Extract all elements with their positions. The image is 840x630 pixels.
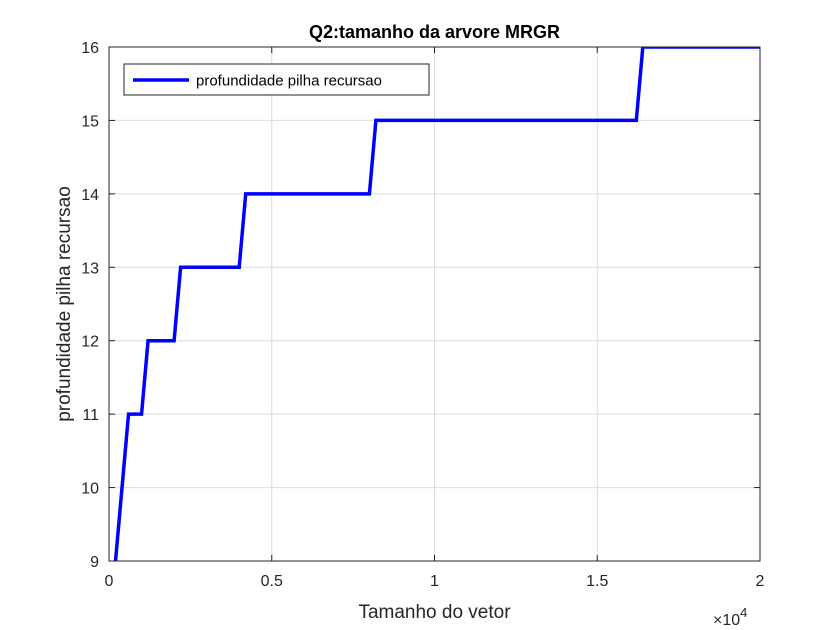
x-tick-label: 1 — [430, 573, 439, 590]
y-tick-label: 9 — [90, 554, 99, 571]
x-tick-label: 0.5 — [261, 573, 283, 590]
y-tick-label: 13 — [81, 260, 99, 277]
chart-title: Q2:tamanho da arvore MRGR — [309, 22, 560, 42]
x-tick-label: 1.5 — [586, 573, 608, 590]
svg-text:×104: ×104 — [713, 605, 747, 629]
x-axis-multiplier: ×104 — [713, 605, 747, 629]
y-tick-label: 16 — [81, 40, 99, 57]
grid — [109, 47, 760, 561]
x-axis-label: Tamanho do vetor — [358, 602, 511, 623]
series-group — [113, 47, 760, 561]
ticks: 0 0.5 1 1.5 2 9 10 11 12 13 14 15 16 — [81, 40, 764, 590]
y-tick-label: 15 — [81, 113, 99, 130]
x-multiplier-exponent: 4 — [740, 605, 747, 620]
x-tick-label: 2 — [756, 573, 765, 590]
legend: profundidade pilha recursao — [123, 63, 430, 96]
x-tick-label: 0 — [105, 573, 114, 590]
y-axis-label: profundidade pilha recursao — [54, 186, 75, 422]
y-tick-label: 10 — [81, 481, 99, 498]
series-line — [113, 47, 760, 561]
y-tick-label: 14 — [81, 187, 99, 204]
y-tick-label: 11 — [82, 407, 99, 424]
x-multiplier-base: ×10 — [713, 612, 740, 629]
y-tick-label: 12 — [81, 334, 99, 351]
legend-label: profundidade pilha recursao — [196, 73, 382, 90]
